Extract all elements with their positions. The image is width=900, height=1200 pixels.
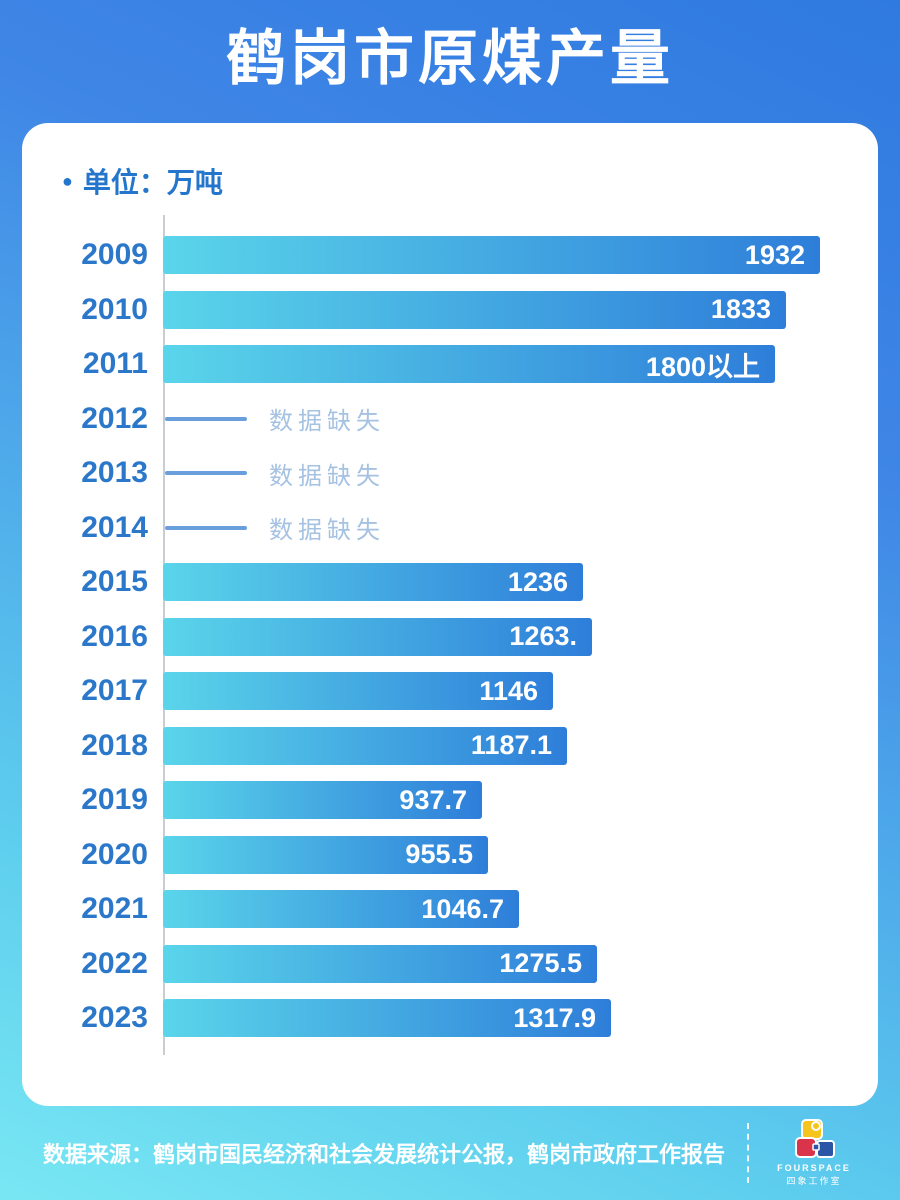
missing-data-label: 数据缺失 bbox=[269, 462, 385, 490]
bar: 1932 bbox=[163, 236, 820, 275]
year-label: 2009 bbox=[81, 238, 148, 272]
bar-value-label: 1833 bbox=[710, 294, 771, 325]
bar-value-label: 1187.1 bbox=[470, 730, 552, 761]
year-label: 2021 bbox=[81, 892, 148, 926]
bar-value-label: 955.5 bbox=[405, 839, 473, 870]
year-label: 2017 bbox=[81, 674, 148, 708]
bar: 1833 bbox=[163, 290, 786, 329]
chart-row: 2018 1187.1 bbox=[22, 719, 878, 774]
data-source-text: 数据来源：鹤岗市国民经济和社会发展统计公报，鹤岗市政府工作报告 bbox=[42, 1142, 725, 1167]
chart-row: 2015 1236 bbox=[22, 555, 878, 610]
chart-row: 2014 数据缺失 bbox=[22, 501, 878, 556]
bar-value-label: 1317.9 bbox=[513, 1002, 596, 1033]
brand-name-chinese: 四象工作室 bbox=[786, 1176, 842, 1186]
bar-value-label: 1236 bbox=[507, 566, 568, 597]
missing-data-label: 数据缺失 bbox=[269, 517, 385, 545]
year-label: 2011 bbox=[82, 347, 148, 381]
bar-value-label: 937.7 bbox=[399, 784, 467, 815]
chart-row: 2013 数据缺失 bbox=[22, 446, 878, 501]
missing-data-label: 数据缺失 bbox=[269, 408, 385, 436]
year-label: 2023 bbox=[81, 1001, 148, 1035]
chart-row: 2022 1275.5 bbox=[22, 937, 878, 992]
bar: 1236 bbox=[163, 563, 583, 602]
bar-value-label: 1146 bbox=[479, 675, 538, 706]
page-title: 鹤岗市原煤产量 bbox=[226, 25, 674, 92]
footer-divider bbox=[747, 1123, 749, 1183]
year-label: 2015 bbox=[81, 565, 148, 599]
bar: 1275.5 bbox=[163, 944, 597, 983]
bar-value-label: 1932 bbox=[744, 239, 805, 270]
bar: 1800以上 bbox=[163, 345, 775, 384]
missing-data-dash bbox=[165, 471, 247, 476]
bar: 1263. bbox=[163, 617, 592, 656]
chart-row: 2012 数据缺失 bbox=[22, 392, 878, 447]
chart-row: 2016 1263. bbox=[22, 610, 878, 665]
chart-row: 2011 1800以上 bbox=[22, 337, 878, 392]
bullet-icon: ● bbox=[62, 171, 73, 191]
chart-row: 2023 1317.9 bbox=[22, 991, 878, 1046]
year-label: 2014 bbox=[81, 510, 148, 544]
missing-data-dash bbox=[165, 416, 247, 421]
bar-value-label: 1046.7 bbox=[421, 893, 504, 924]
chart-rows: 2009 1932 2010 1833 2011 1800以上 2012 数据缺失 2013 数据… bbox=[22, 228, 878, 1046]
year-label: 2012 bbox=[81, 401, 148, 435]
bar: 1317.9 bbox=[163, 999, 611, 1038]
year-label: 2013 bbox=[81, 456, 148, 490]
bar: 937.7 bbox=[163, 781, 482, 820]
bar: 1187.1 bbox=[163, 726, 567, 765]
chart-row: 2010 1833 bbox=[22, 283, 878, 338]
chart-row: 2009 1932 bbox=[22, 228, 878, 283]
year-label: 2010 bbox=[81, 292, 148, 326]
bar: 1146 bbox=[163, 672, 553, 711]
bar-value-label: 1800以上 bbox=[645, 351, 760, 382]
missing-data-dash bbox=[165, 525, 247, 530]
bar-value-label: 1275.5 bbox=[499, 948, 582, 979]
brand-logo: FOURSPACE 四象工作室 bbox=[771, 1119, 857, 1187]
bar: 955.5 bbox=[163, 835, 488, 874]
bar: 1046.7 bbox=[163, 890, 519, 929]
year-label: 2019 bbox=[81, 783, 148, 817]
year-label: 2022 bbox=[81, 946, 148, 980]
brand-name: FOURSPACE bbox=[777, 1163, 851, 1173]
chart-row: 2019 937.7 bbox=[22, 773, 878, 828]
bar-value-label: 1263. bbox=[509, 621, 577, 652]
year-label: 2020 bbox=[81, 837, 148, 871]
chart-row: 2020 955.5 bbox=[22, 828, 878, 883]
year-label: 2018 bbox=[81, 728, 148, 762]
chart-row: 2017 1146 bbox=[22, 664, 878, 719]
puzzle-logo-icon bbox=[795, 1119, 835, 1158]
unit-label-row: ● 单位：万吨 bbox=[62, 161, 223, 201]
chart-card: ● 单位：万吨 2009 1932 2010 1833 2011 1800以上 2012 数据… bbox=[22, 123, 878, 1106]
unit-label: 单位：万吨 bbox=[82, 167, 223, 198]
chart-row: 2021 1046.7 bbox=[22, 882, 878, 937]
footer: 数据来源：鹤岗市国民经济和社会发展统计公报，鹤岗市政府工作报告 FOURSPAC… bbox=[0, 1106, 900, 1200]
year-label: 2016 bbox=[81, 619, 148, 653]
